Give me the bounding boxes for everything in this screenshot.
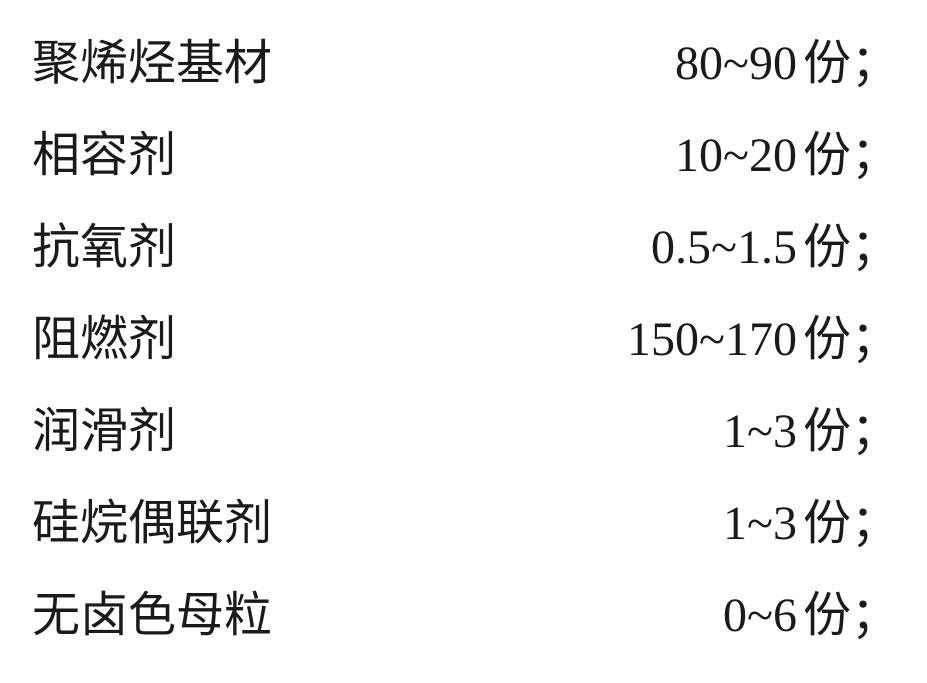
ingredient-label: 润滑剂	[32, 386, 176, 478]
list-item: 硅烷偶联剂 1~3 份；	[32, 478, 899, 570]
amount-value: 80~90	[675, 18, 797, 110]
ingredient-amount: 1~3 份；	[723, 478, 899, 570]
ingredient-label: 聚烯烃基材	[32, 18, 272, 110]
list-item: 聚烯烃基材 80~90 份；	[32, 18, 899, 110]
amount-value: 0~6	[723, 570, 797, 662]
amount-value: 0.5~1.5	[651, 202, 797, 294]
amount-value: 150~170	[627, 294, 797, 386]
list-item: 阻燃剂 150~170 份；	[32, 294, 899, 386]
ingredient-label: 硅烷偶联剂	[32, 478, 272, 570]
list-item: 相容剂 10~20 份；	[32, 110, 899, 202]
amount-unit: 份；	[803, 18, 899, 110]
amount-value: 10~20	[675, 110, 797, 202]
ingredient-amount: 10~20 份；	[675, 110, 899, 202]
ingredient-label: 无卤色母粒	[32, 570, 272, 662]
list-item: 抗氧剂 0.5~1.5 份；	[32, 202, 899, 294]
amount-unit: 份；	[803, 478, 899, 570]
amount-unit: 份；	[803, 110, 899, 202]
ingredient-amount: 150~170 份；	[627, 294, 899, 386]
ingredient-label: 阻燃剂	[32, 294, 176, 386]
amount-unit: 份；	[803, 570, 899, 662]
list-item: 润滑剂 1~3 份；	[32, 386, 899, 478]
ingredient-amount: 1~3 份；	[723, 386, 899, 478]
amount-unit: 份；	[803, 386, 899, 478]
ingredient-label: 相容剂	[32, 110, 176, 202]
ingredient-amount: 0~6 份；	[723, 570, 899, 662]
list-item: 无卤色母粒 0~6 份；	[32, 570, 899, 662]
ingredient-list: 聚烯烃基材 80~90 份； 相容剂 10~20 份； 抗氧剂 0.5~1.5 …	[0, 0, 927, 683]
ingredient-amount: 0.5~1.5 份；	[651, 202, 899, 294]
amount-value: 1~3	[723, 386, 797, 478]
ingredient-amount: 80~90 份；	[675, 18, 899, 110]
ingredient-label: 抗氧剂	[32, 202, 176, 294]
amount-value: 1~3	[723, 478, 797, 570]
amount-unit: 份；	[803, 202, 899, 294]
amount-unit: 份；	[803, 294, 899, 386]
